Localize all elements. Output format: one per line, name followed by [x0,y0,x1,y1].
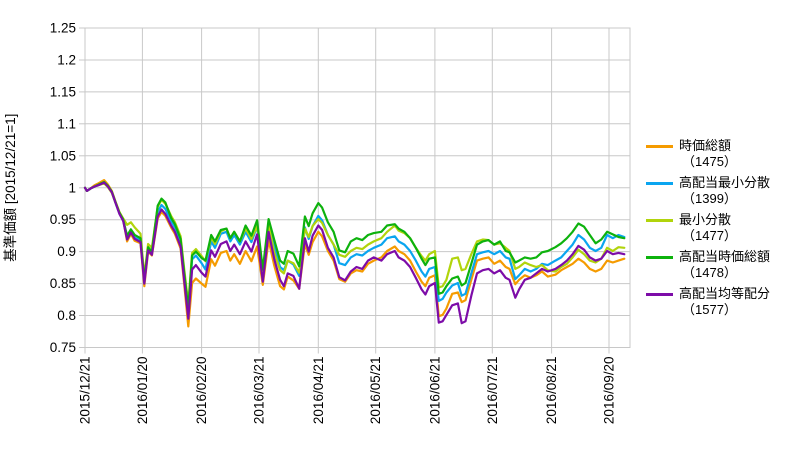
series-line-1577 [83,181,626,325]
y-tick-label: 1 [68,180,76,195]
y-tick-label: 0.9 [57,244,76,259]
x-tick-label: 2015/12/21 [78,357,93,425]
legend-swatch-1478 [646,256,673,259]
series-line-1478 [83,180,626,310]
y-tick-label: 0.85 [50,276,76,291]
legend-series-name: 高配当均等配分 [679,286,771,301]
y-tick-label: 1.15 [50,84,76,99]
legend-item-1477: 最小分散 （1477） [646,212,770,244]
x-tick-label: 2016/02/20 [194,357,209,425]
legend-item-1577: 高配当均等配分 （1577） [646,286,770,318]
legend-series-name: 高配当最小分散 [679,175,771,190]
legend-swatch-1477 [646,219,673,222]
legend-swatch-1475 [646,145,673,148]
chart-legend: 時価総額 （1475） 高配当最小分散 （1399） 最小分散 （1477） 高… [646,138,770,318]
legend-series-code: （1477） [682,228,737,243]
legend-series-code: （1475） [682,154,737,169]
x-tick-label: 2016/06/21 [427,357,442,425]
legend-series-name: 高配当時価総額 [679,249,771,264]
series-line-1477 [83,182,626,306]
legend-item-1478: 高配当時価総額 （1478） [646,249,770,281]
x-tick-label: 2016/05/21 [368,357,383,425]
y-tick-label: 0.75 [50,340,76,355]
y-tick-label: 1.2 [57,53,76,68]
x-tick-label: 2016/01/20 [135,357,150,425]
legend-series-name: 最小分散 [679,212,732,227]
x-tick-label: 2016/03/21 [252,357,267,425]
y-tick-label: 1.25 [50,21,76,36]
y-tick-label: 0.8 [57,308,76,323]
legend-series-code: （1399） [682,191,737,206]
x-tick-label: 2016/08/21 [544,357,559,425]
legend-series-code: （1478） [682,265,737,280]
legend-series-name: 時価総額 [679,138,732,153]
y-tick-label: 0.95 [50,212,76,227]
y-axis-title: 基準価額 [2015/12/21=1] [2,114,18,262]
y-tick-label: 1.05 [50,148,76,163]
legend-item-1475: 時価総額 （1475） [646,138,770,170]
x-tick-label: 2016/09/20 [602,357,617,425]
legend-item-1399: 高配当最小分散 （1399） [646,175,770,207]
y-tick-label: 1.1 [57,116,76,131]
legend-swatch-1399 [646,182,673,185]
legend-swatch-1577 [646,293,673,296]
x-tick-label: 2016/04/21 [311,357,326,425]
x-tick-label: 2016/07/21 [485,357,500,425]
legend-series-code: （1577） [682,302,737,317]
